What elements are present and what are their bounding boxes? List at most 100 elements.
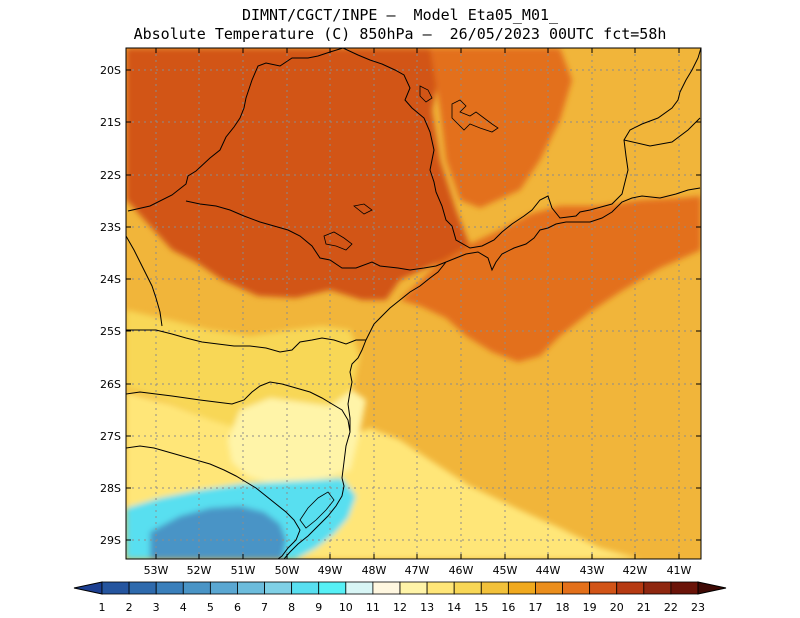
latitude-axis: 20S 21S 22S 23S 24S 25S 26S 27S 28S 29S [100,64,701,547]
colorbar-label: 3 [153,601,160,614]
lon-label: 45W [493,564,518,577]
colorbar-swatch [128,581,157,595]
colorbar-label: 17 [528,601,542,614]
colorbar-label: 18 [556,601,570,614]
colorbar-swatch [453,581,482,595]
colorbar-swatch [399,581,428,595]
colorbar-swatch [507,581,536,595]
reservoirs [299,85,499,529]
colorbar-swatch [291,581,320,595]
colorbar-swatch [426,581,455,595]
lon-label: 44W [536,564,561,577]
lat-label: 23S [100,221,121,234]
lat-label: 24S [100,273,121,286]
reservoir-ilha-solteira [323,231,353,251]
region-warm-interior-sao-paulo [126,48,470,300]
colorbar-label: 6 [234,601,241,614]
region-cold-core-south [150,506,286,559]
lon-label: 53W [144,564,169,577]
lon-label: 47W [405,564,430,577]
colorbar-swatch [616,581,645,595]
lat-label: 20S [100,64,121,77]
colorbar-arrow-low [73,581,103,595]
colorbar-swatch [643,581,672,595]
chart-title-line-1: DIMNT/CGCT/INPE – Model Eta05_M01_ [241,6,559,24]
colorbar-swatch [562,581,591,595]
state-border-parana-santa-catarina [126,329,366,353]
colorbar-label: 7 [261,601,268,614]
longitude-axis: 53W 52W 51W 50W 49W 48W 47W 46W 45W 44W 43W 42W 41W [144,48,692,577]
colorbar-swatch [101,581,130,595]
colorbar-label: 23 [691,601,705,614]
border-paraguay [126,235,163,327]
colorbar-swatch [670,581,699,595]
lat-label: 21S [100,116,121,129]
lat-label: 26S [100,378,121,391]
colorbar-swatch [318,581,347,595]
lon-label: 52W [187,564,212,577]
colorbar-label: 10 [339,601,353,614]
colorbar-swatch [372,581,401,595]
lon-label: 48W [362,564,387,577]
lon-label: 41W [667,564,692,577]
colorbar-label: 12 [393,601,407,614]
state-border-mato-grosso-do-sul [127,48,344,212]
lat-label: 28S [100,482,121,495]
colorbar-label: 11 [366,601,380,614]
lat-label: 29S [100,534,121,547]
border-argentina [126,445,301,559]
lon-label: 43W [580,564,605,577]
lat-label: 22S [100,169,121,182]
state-border-espirito-santo [623,117,701,147]
colorbar-swatch [209,581,238,595]
colorbar-label: 22 [664,601,678,614]
colorbar-label: 20 [610,601,624,614]
colorbar-label: 15 [474,601,488,614]
reservoir-capivara [353,203,373,215]
lon-label: 50W [275,564,300,577]
coastline-parana [365,261,447,341]
colorbar-label: 19 [583,601,597,614]
colorbar-swatch [182,581,211,595]
coastline-rio-grande-do-sul [283,477,345,559]
colorbar-label: 16 [501,601,515,614]
lon-label: 42W [623,564,648,577]
colorbar-label: 1 [99,601,106,614]
lon-label: 46W [449,564,474,577]
colorbar-label: 13 [420,601,434,614]
state-border-parana-north [185,200,447,271]
reservoir-furnas [451,99,499,133]
lon-label: 51W [231,564,256,577]
colorbar-label: 8 [288,601,295,614]
colorbar-label: 2 [126,601,133,614]
colorbar-swatch [155,581,184,595]
colorbar-swatch [589,581,618,595]
colorbar-label: 4 [180,601,187,614]
colorbar-swatch [237,581,265,595]
colorbar-label: 9 [315,601,322,614]
region-warm-south-minas [430,48,572,208]
political-boundaries [126,48,701,559]
colorbar-swatch [535,581,563,595]
colorbar-label: 5 [207,601,214,614]
colorbar-label: 21 [637,601,651,614]
colorbar-arrow-high [697,581,727,595]
lat-label: 25S [100,325,121,338]
lagoa-dos-patos [299,491,335,529]
colorbar-swatch [264,581,293,595]
chart-title-line-2: Absolute Temperature (C) 850hPa – 26/05/… [133,25,667,43]
state-border-minas-gerais-east [342,48,701,249]
reservoir-tres-marias [419,85,433,103]
coastline-sao-paulo [445,187,701,272]
map-frame [125,47,702,560]
region-warm-offshore-east [400,196,701,362]
coastline-santa-catarina [341,339,367,479]
region-pale-santa-catarina [228,390,366,484]
colorbar-swatch [480,581,509,595]
state-border-santa-catarina-rio-grande-do-sul [126,381,351,433]
colorbar-label: 14 [447,601,461,614]
colorbar: 1 2 3 4 5 6 7 8 9 10 11 12 13 14 15 16 17 18 19 20 21 22 23 [73,581,727,614]
temperature-field [126,48,701,559]
